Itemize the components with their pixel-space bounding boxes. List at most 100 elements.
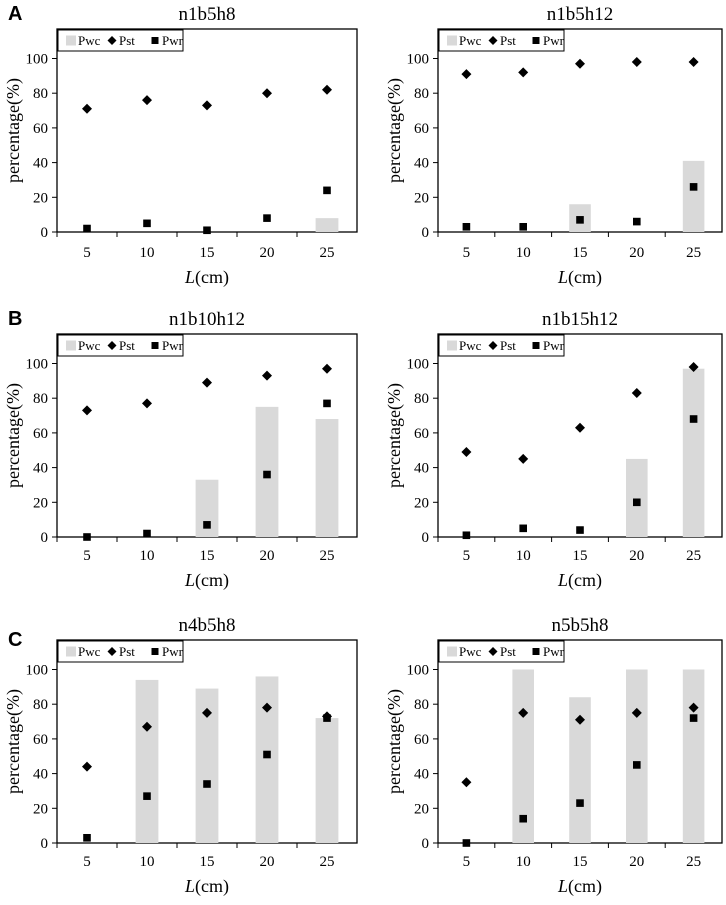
legend-box: [438, 29, 565, 52]
y-tick-label: 0: [422, 530, 430, 546]
point-pwr-5: [83, 533, 91, 541]
point-pwr-15: [576, 526, 584, 534]
y-tick-label: 60: [414, 426, 429, 442]
point-pst-10: [518, 453, 529, 464]
legend-swatch-pwc: [66, 35, 76, 46]
legend-box: [438, 640, 565, 663]
x-tick-label: 10: [140, 245, 155, 261]
point-pwr-5: [83, 224, 91, 233]
point-pst-5: [82, 761, 92, 772]
point-pst-20: [631, 707, 642, 718]
x-tick-label: 15: [573, 548, 588, 564]
y-tick-label: 40: [33, 461, 48, 477]
x-tick-label: 10: [516, 854, 531, 870]
chart-panel-n1b15h12: 0 20 40 60 80 100 5 10 15 20 25 Pwc Pst Pwr n1b15h12 L(…: [384, 309, 723, 591]
y-tick-label: 60: [414, 732, 429, 748]
x-tick-label: 5: [463, 548, 471, 564]
point-pwr-20: [263, 470, 271, 479]
legend-label-pst: Pst: [500, 338, 516, 353]
x-tick-label: 10: [140, 548, 155, 564]
legend-swatch-pwr: [151, 342, 159, 349]
point-pst-20: [262, 88, 272, 99]
legend-label-pwr: Pwr: [543, 338, 565, 353]
y-tick-label: 20: [33, 190, 48, 206]
x-tick-label: 25: [320, 854, 335, 870]
y-tick-label: 40: [414, 461, 429, 477]
legend-swatch-pwc: [447, 646, 457, 657]
y-tick-label: 40: [33, 156, 48, 172]
x-axis-label: L(cm): [184, 570, 229, 591]
panel-label-B: B: [8, 308, 22, 330]
bar-pwc-10: [512, 669, 534, 843]
x-tick-label: 15: [573, 245, 588, 261]
legend-swatch-pwc: [447, 35, 457, 46]
point-pwr-10: [143, 219, 151, 228]
point-pwr-10: [519, 814, 527, 823]
x-tick-label: 20: [629, 548, 644, 564]
y-axis-label: percentage(%): [384, 689, 405, 794]
legend-label-pst: Pst: [119, 338, 135, 353]
legend-label-pst: Pst: [500, 33, 516, 48]
y-tick-label: 80: [414, 391, 429, 407]
legend-swatch-pst: [107, 36, 117, 45]
point-pst-15: [575, 714, 585, 725]
bar-pwc-10: [135, 679, 159, 843]
y-tick-label: 40: [33, 767, 48, 783]
y-tick-label: 60: [33, 732, 48, 748]
plot-frame: [437, 333, 723, 538]
point-pst-5: [461, 777, 472, 788]
legend-label-pwc: Pwc: [78, 644, 101, 659]
point-pwr-15: [203, 226, 211, 235]
chart-panel-n1b5h8: 0 20 40 60 80 100 5 10 15 20 25 Pwc Pst Pwr n1b5h8 L(cm…: [3, 4, 358, 288]
y-tick-label: 100: [407, 51, 430, 67]
y-axis-label: percentage(%): [384, 383, 405, 488]
y-tick-label: 0: [422, 836, 430, 852]
x-tick-label: 25: [686, 548, 701, 564]
y-tick-label: 60: [33, 426, 48, 442]
x-tick-label: 25: [320, 548, 335, 564]
legend: Pwc Pst Pwr: [438, 640, 565, 663]
y-tick-label: 20: [33, 801, 48, 817]
bar-pwc-15: [195, 479, 219, 537]
legend-label-pwc: Pwc: [459, 33, 482, 48]
chart-title: n1b5h12: [547, 4, 614, 25]
point-pwr-25: [689, 415, 698, 423]
point-pwr-10: [143, 529, 151, 538]
x-tick-label: 25: [686, 245, 701, 261]
x-tick-label: 25: [686, 854, 701, 870]
legend-swatch-pwr: [532, 342, 540, 349]
point-pwr-20: [263, 214, 271, 222]
legend-label-pwr: Pwr: [162, 338, 184, 353]
x-tick-label: 5: [463, 245, 471, 261]
point-pst-10: [142, 721, 152, 732]
legend-label-pwc: Pwc: [459, 338, 482, 353]
bar-pwc-25: [682, 160, 705, 232]
legend-swatch-pwr: [532, 648, 540, 655]
point-pwr-15: [203, 780, 211, 788]
point-pwr-15: [576, 799, 584, 807]
legend-swatch-pwr: [151, 648, 159, 655]
point-pwr-5: [83, 833, 91, 842]
point-pwr-10: [519, 524, 527, 533]
point-pst-15: [202, 707, 212, 718]
y-tick-label: 0: [41, 530, 49, 546]
legend-box: [57, 29, 184, 52]
point-pwr-20: [633, 217, 641, 226]
x-tick-label: 5: [463, 854, 471, 870]
legend-box: [438, 334, 565, 357]
point-pst-5: [82, 103, 92, 114]
x-axis-label: L(cm): [184, 267, 229, 288]
y-tick-label: 0: [41, 225, 49, 241]
y-tick-label: 0: [41, 836, 49, 852]
point-pst-20: [262, 370, 272, 381]
point-pst-5: [461, 69, 472, 80]
y-tick-label: 100: [26, 356, 49, 372]
point-pwr-5: [462, 531, 471, 540]
legend: Pwc Pst Pwr: [57, 640, 184, 663]
y-tick-label: 20: [414, 495, 429, 511]
chart-title: n4b5h8: [179, 615, 236, 636]
x-tick-label: 15: [573, 854, 588, 870]
legend-swatch-pwr: [151, 37, 159, 44]
x-tick-label: 5: [83, 245, 91, 261]
